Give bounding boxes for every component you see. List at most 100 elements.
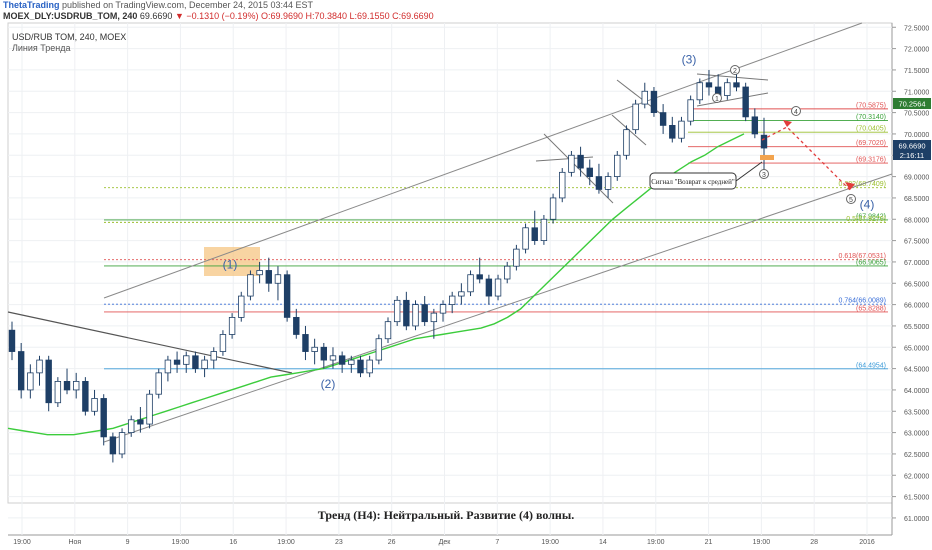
last-price-badge-text: 69.6690 (898, 142, 925, 151)
price-tick-label: 65.5000 (904, 324, 929, 331)
time-tick-label: 19:00 (647, 539, 665, 546)
annotation-text: Сигнал "Возврат к средней" (651, 178, 735, 186)
price-badges: 70.2564 69.6690 2:16:11 (893, 98, 931, 160)
candle-body (366, 359, 373, 374)
price-tick-label: 64.5000 (904, 367, 929, 374)
level-label: 0.764(66.0089) (839, 298, 886, 305)
level-label: (65.8288) (856, 305, 886, 312)
price-tick-label: 63.5000 (904, 409, 929, 416)
level-label: (70.3140) (856, 114, 886, 121)
candle-body (192, 355, 199, 369)
candle-body (678, 120, 685, 139)
time-tick-label: 19:00 (541, 539, 559, 546)
level-label: (69.7020) (856, 140, 886, 147)
level-label: (70.0405) (856, 126, 886, 133)
sub-wave-label: 5 (849, 197, 853, 204)
level-label: (67.9842) (856, 213, 886, 220)
publish-line: ThetaTrading published on TradingView.co… (3, 0, 313, 11)
sub-wave-4-circle (791, 106, 801, 116)
chart-header: ThetaTrading published on TradingView.co… (0, 0, 932, 22)
level-label: (66.9065) (856, 259, 886, 266)
ma-price-badge-text: 70.2564 (898, 100, 925, 109)
candle-body (669, 125, 676, 139)
candle-body (137, 419, 144, 425)
triangle-line (696, 92, 769, 107)
symbol: MOEX_DLY:USDRUB_TOM, 240 (3, 11, 138, 21)
candle-body (283, 274, 291, 318)
price-tick-label: 62.0000 (904, 473, 929, 480)
sub-wave-1-circle (712, 93, 722, 103)
annotation-pointer (735, 161, 763, 182)
price-tick-label: 61.5000 (904, 495, 929, 502)
time-axis[interactable]: 19:00 Ноя 9 19:00 16 19:00 23 26 Дек 7 19:00 14 19:0… (13, 539, 875, 546)
candle-body (293, 316, 300, 335)
forecast-path (761, 120, 855, 191)
candle-body (146, 393, 153, 425)
candle-body (430, 312, 438, 323)
level-label: 0.382(68.7409) (839, 181, 886, 188)
level-label: (69.3176) (856, 157, 886, 164)
time-tick-label: 19:00 (13, 539, 31, 546)
candle-body (485, 278, 493, 297)
candle-body (531, 227, 538, 242)
candle-body (219, 334, 227, 352)
candle-body (494, 278, 502, 297)
candle-body (8, 329, 16, 352)
sub-wave-3-circle (759, 169, 769, 179)
symbol-line: MOEX_DLY:USDRUB_TOM, 240 69.6690 ▼ −0.13… (3, 11, 434, 22)
legend-title: USD/RUB TOM, 240, MOEX (12, 32, 126, 42)
time-tick-label: 16 (229, 539, 237, 546)
candle-body (155, 372, 162, 395)
candle-body (82, 380, 89, 412)
candle-body (393, 299, 401, 323)
chart-caption: Тренд (H4): Нейтральный. Развитие (4) во… (317, 508, 575, 522)
lower-channel-line (103, 173, 893, 443)
sub-wave-labels: 1 2 3 4 5 (712, 65, 856, 204)
candle-body (540, 218, 548, 241)
level-label: (70.5875) (856, 102, 886, 109)
wave-label: (3) (682, 53, 697, 67)
candle-body (458, 291, 465, 297)
candle-body (109, 436, 117, 455)
candle-body (256, 270, 263, 276)
wave-label: (1) (223, 257, 238, 271)
ohlc-values: O:69.9690 H:70.3840 L:69.1550 C:69.6690 (260, 11, 434, 21)
price-tick-label: 71.0000 (904, 89, 929, 96)
signal-marker (760, 155, 774, 160)
candle-body (733, 82, 740, 88)
descending-trend-line (7, 311, 293, 374)
price-tick-label: 69.0000 (904, 175, 929, 182)
candle-body (384, 321, 392, 340)
candle-body (705, 82, 713, 88)
candle-body (27, 372, 34, 391)
candle-body (659, 112, 667, 126)
candle-body (724, 82, 731, 96)
author-link[interactable]: ThetaTrading (3, 0, 60, 10)
candle-body (265, 270, 272, 284)
price-tick-label: 63.0000 (904, 431, 929, 438)
candle-body (311, 346, 318, 352)
candle-body (274, 274, 282, 284)
time-tick-label: 19:00 (753, 539, 771, 546)
candle-body (348, 359, 355, 365)
time-tick-label: Дек (439, 539, 452, 546)
sub-wave-2-circle (730, 65, 740, 75)
price-tick-label: 61.0000 (904, 516, 929, 523)
candle-body (467, 274, 474, 293)
level-label: 0.5(67.9270) (846, 216, 886, 223)
candle-body (586, 167, 593, 177)
time-tick-label: 26 (388, 539, 396, 546)
sub-wave-5-circle (846, 194, 856, 204)
forecast-arrowhead-icon (845, 182, 855, 190)
candle-body (504, 265, 511, 280)
time-tick-label: 9 (126, 539, 130, 546)
sub-wave-label: 2 (733, 68, 737, 75)
candle-body (238, 295, 245, 318)
candle-body (687, 99, 694, 122)
candle-body (164, 359, 172, 374)
price-tick-label: 68.0000 (904, 217, 929, 224)
price-tick-label: 71.5000 (904, 68, 929, 75)
candle-body (742, 86, 749, 118)
legend-subtitle: Линия Тренда (12, 43, 71, 53)
